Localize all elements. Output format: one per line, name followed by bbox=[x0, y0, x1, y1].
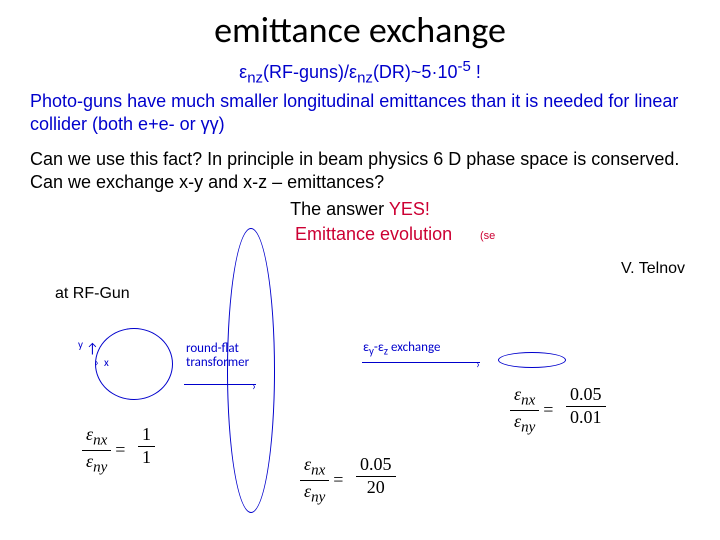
frac3-den: εny bbox=[510, 412, 539, 436]
fraction-2-rhs: 0.05 20 bbox=[356, 455, 396, 498]
fraction-1-rhs: 1 1 bbox=[138, 425, 155, 468]
photo-guns-text: Photo-guns have much smaller longitudina… bbox=[30, 90, 690, 135]
frac3-eq: = bbox=[539, 399, 557, 420]
x-axis-arrow-icon: › bbox=[95, 356, 99, 369]
y-axis-label: y bbox=[78, 338, 83, 351]
fraction-1-lhs: εnx εny = bbox=[82, 425, 111, 476]
x-axis-label: x bbox=[104, 356, 109, 369]
answer-line: The answer YES! bbox=[30, 198, 690, 221]
frac3-num: εnx bbox=[510, 385, 539, 409]
frac2-num: εnx bbox=[300, 455, 329, 479]
round-flat-label: round-flattransformer bbox=[186, 342, 249, 371]
fraction-3-lhs: εnx εny = bbox=[510, 385, 539, 436]
frac2-den: εny bbox=[300, 482, 329, 506]
fraction-2-lhs: εnx εny = bbox=[300, 455, 329, 506]
evolution-label: Emittance evolution bbox=[295, 224, 452, 245]
frac2-rhs-den: 20 bbox=[356, 478, 396, 498]
slide-title: emittance exchange bbox=[0, 8, 720, 52]
frac3-rhs-num: 0.05 bbox=[566, 385, 606, 405]
frac1-rhs-num: 1 bbox=[138, 425, 155, 445]
evolution-truncated: (se bbox=[480, 230, 495, 242]
rft-arrow-line bbox=[184, 384, 256, 385]
rft-arrow-head-icon: › bbox=[252, 380, 256, 394]
flat-beam-ellipse bbox=[498, 352, 566, 368]
frac3-rhs-den: 0.01 bbox=[566, 408, 606, 428]
answer-prefix: The answer bbox=[290, 199, 389, 219]
exchange-label: εy-εz exchange bbox=[363, 340, 440, 358]
fraction-3-rhs: 0.05 0.01 bbox=[566, 385, 606, 428]
question-text: Can we use this fact? In principle in be… bbox=[30, 148, 690, 193]
frac1-eq: = bbox=[111, 439, 129, 460]
answer-yes: YES! bbox=[389, 199, 430, 219]
ratio-formula: εnz(RF-guns)/εnz(DR)~5·10-5 ! bbox=[0, 58, 720, 87]
frac2-eq: = bbox=[329, 469, 347, 490]
frac1-den: εny bbox=[82, 452, 111, 476]
exchange-arrow-line bbox=[362, 362, 480, 363]
frac1-rhs-den: 1 bbox=[138, 448, 155, 468]
author-label: V. Telnov bbox=[621, 260, 685, 278]
exchange-arrow-head-icon: › bbox=[476, 358, 480, 372]
frac1-num: εnx bbox=[82, 425, 111, 449]
rfgun-label: at RF-Gun bbox=[55, 285, 130, 303]
frac2-rhs-num: 0.05 bbox=[356, 455, 396, 475]
y-axis-arrow-icon: ↑ bbox=[86, 340, 99, 357]
